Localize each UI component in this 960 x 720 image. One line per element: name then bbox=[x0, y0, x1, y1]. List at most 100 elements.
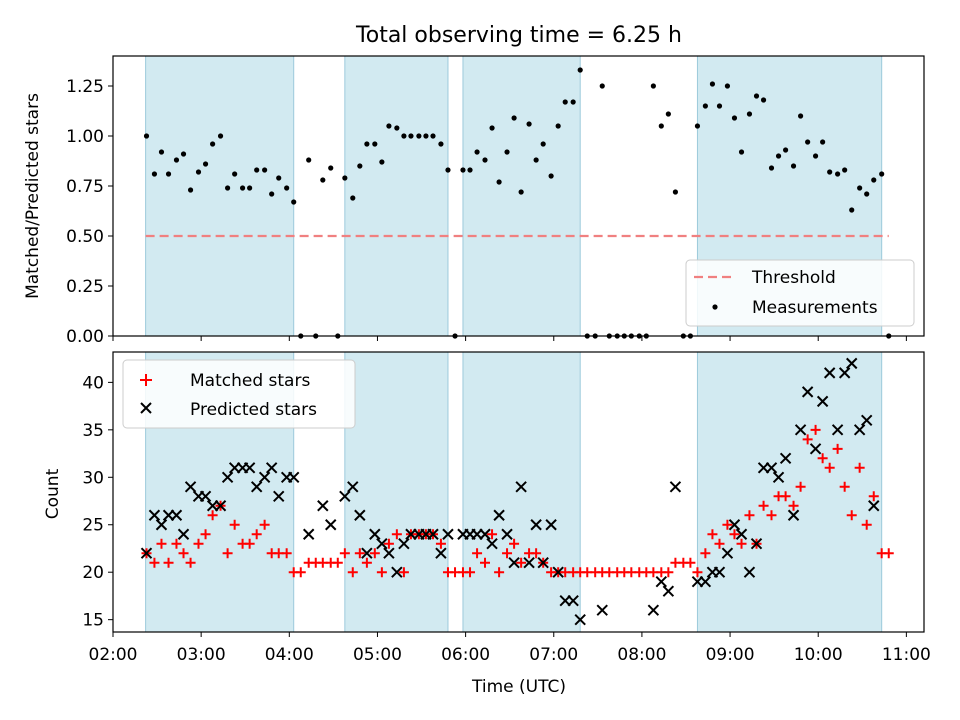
predicted-star-point bbox=[669, 481, 682, 493]
matched-star-point bbox=[788, 500, 799, 511]
bottom-y-tick-label: 35 bbox=[82, 421, 104, 441]
predicted-star-point bbox=[801, 386, 814, 398]
predicted-star-point bbox=[501, 528, 513, 540]
top-measurement-point bbox=[760, 97, 767, 103]
top-measurement-point bbox=[408, 133, 414, 139]
top-measurement-point bbox=[849, 207, 855, 213]
top-measurement-point bbox=[232, 171, 238, 177]
matched-star-point bbox=[685, 557, 696, 568]
matched-star-point bbox=[707, 529, 718, 540]
top-measurement-point bbox=[151, 171, 158, 177]
matched-star-point bbox=[736, 538, 747, 549]
bottom-y-tick-label: 30 bbox=[82, 468, 104, 488]
top-measurement-point bbox=[416, 133, 422, 139]
top-measurement-point bbox=[445, 167, 451, 173]
top-measurement-point bbox=[724, 83, 731, 89]
x-tick-label: 03:00 bbox=[177, 645, 226, 665]
predicted-star-point bbox=[860, 414, 873, 427]
predicted-star-point bbox=[853, 424, 866, 436]
predicted-star-point bbox=[369, 528, 381, 540]
top-measurement-point bbox=[716, 103, 723, 109]
predicted-star-point bbox=[486, 538, 498, 550]
top-measurement-point bbox=[738, 149, 745, 155]
top-y-tick-label: 0.75 bbox=[66, 177, 104, 197]
predicted-star-point bbox=[442, 528, 454, 540]
top-measurement-point bbox=[474, 149, 480, 155]
matched-star-point bbox=[207, 510, 218, 521]
predicted-star-point bbox=[140, 547, 153, 559]
predicted-star-point bbox=[809, 443, 822, 455]
top-measurement-point bbox=[438, 141, 444, 147]
top-measurement-point bbox=[797, 113, 804, 119]
matched-star-point bbox=[171, 538, 182, 549]
predicted-star-point bbox=[772, 471, 785, 483]
predicted-star-point bbox=[574, 613, 586, 626]
matched-star-point bbox=[369, 548, 380, 559]
top-measurement-point bbox=[864, 191, 870, 197]
top-measurement-point bbox=[731, 115, 738, 121]
top-y-tick-label: 0.00 bbox=[66, 327, 104, 347]
top-measurement-point bbox=[835, 171, 841, 177]
top-measurement-point bbox=[430, 133, 436, 139]
top-measurement-point bbox=[482, 157, 488, 163]
top-measurement-point bbox=[658, 123, 664, 129]
top-measurement-point bbox=[143, 133, 150, 139]
predicted-star-point bbox=[523, 557, 535, 569]
predicted-star-point bbox=[339, 490, 351, 502]
top-measurement-point bbox=[202, 161, 209, 167]
matched-star-point bbox=[332, 557, 343, 568]
predicted-star-point bbox=[170, 509, 183, 521]
predicted-star-point bbox=[647, 604, 660, 616]
matched-star-point bbox=[692, 567, 703, 578]
bottom-legend-box bbox=[122, 359, 356, 429]
top-measurement-point bbox=[790, 163, 797, 169]
matched-star-point bbox=[251, 529, 262, 540]
top-measurement-point bbox=[460, 167, 466, 173]
top-measurement-point bbox=[401, 133, 407, 139]
predicted-star-point bbox=[493, 509, 505, 521]
top-shaded-interval bbox=[462, 55, 581, 337]
top-measurement-point bbox=[871, 177, 877, 183]
top-measurement-point bbox=[158, 149, 165, 155]
predicted-star-point bbox=[699, 575, 712, 588]
matched-star-point bbox=[361, 557, 372, 568]
matched-star-point bbox=[832, 443, 843, 454]
top-measurement-point bbox=[379, 159, 385, 165]
top-measurement-point bbox=[518, 189, 524, 195]
legend-matched-swatch bbox=[140, 374, 152, 386]
top-measurement-point bbox=[775, 153, 782, 159]
top-measurement-point bbox=[350, 195, 356, 201]
matched-star-point bbox=[516, 557, 527, 568]
matched-star-point bbox=[472, 548, 483, 559]
matched-star-point bbox=[494, 567, 505, 578]
matched-star-point bbox=[846, 510, 857, 521]
top-measurement-point bbox=[599, 83, 605, 89]
predicted-star-point bbox=[735, 528, 748, 540]
top-measurement-point bbox=[394, 125, 400, 131]
top-measurement-point bbox=[577, 67, 583, 73]
matched-star-point bbox=[766, 510, 777, 521]
top-y-tick-label: 1.25 bbox=[66, 77, 104, 97]
matched-star-point bbox=[839, 481, 850, 492]
matched-star-point bbox=[185, 557, 196, 568]
top-measurement-point bbox=[165, 171, 172, 177]
matched-star-point bbox=[861, 519, 872, 530]
matched-star-point bbox=[259, 519, 270, 530]
predicted-star-point bbox=[221, 471, 234, 483]
top-measurement-point bbox=[570, 99, 576, 105]
top-measurement-point bbox=[562, 99, 568, 105]
predicted-star-point bbox=[250, 481, 263, 493]
matched-star-point bbox=[817, 453, 828, 464]
x-tick-label: 02:00 bbox=[89, 645, 138, 665]
top-measurement-point bbox=[254, 167, 260, 173]
top-legend-box bbox=[685, 259, 915, 327]
predicted-star-point bbox=[728, 519, 741, 531]
x-axis-label: Time (UTC) bbox=[471, 677, 566, 697]
predicted-star-point bbox=[391, 566, 403, 578]
matched-star-point bbox=[758, 500, 769, 511]
top-measurement-point bbox=[328, 165, 334, 171]
predicted-star-point bbox=[317, 500, 329, 512]
predicted-star-point bbox=[479, 528, 491, 540]
predicted-star-point bbox=[361, 547, 373, 559]
predicted-star-point bbox=[177, 528, 190, 540]
